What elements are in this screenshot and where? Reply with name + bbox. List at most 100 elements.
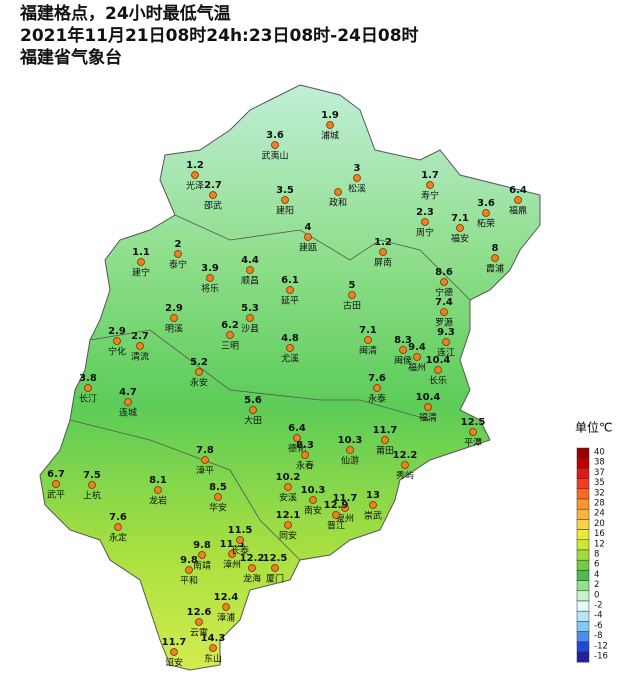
station-name: 永春: [296, 460, 314, 472]
station-dot: [170, 648, 178, 656]
station-name: 长汀: [79, 393, 97, 405]
station-dot: [304, 233, 312, 241]
station-value: 4: [305, 222, 312, 233]
station-value: 12.9: [324, 500, 349, 511]
station-value: 6.7: [47, 469, 65, 480]
legend-label: 8: [594, 550, 599, 560]
station-name: 柘荣: [477, 218, 495, 230]
legend-label: 32: [594, 488, 605, 498]
station-name: 连江: [437, 347, 455, 359]
station-dot: [346, 446, 354, 454]
station-dot: [88, 481, 96, 489]
station-dot: [286, 286, 294, 294]
station-name: 屏南: [374, 257, 392, 269]
station-name: 清流: [131, 351, 149, 363]
station-name: 罗源: [435, 318, 453, 329]
station-dot: [228, 550, 236, 558]
station-value: 8.6: [435, 267, 453, 278]
legend-label: -6: [594, 621, 602, 631]
station-dot: [198, 551, 206, 559]
station-name: 漳浦: [217, 612, 235, 624]
station-dot: [426, 181, 434, 189]
station-dot: [249, 406, 257, 414]
station-value: 9.8: [193, 540, 211, 551]
station-name: 明溪: [165, 323, 183, 335]
station-dot: [401, 461, 409, 469]
station-value: 3.8: [79, 373, 97, 384]
station-dot: [440, 308, 448, 316]
legend-swatch: [576, 641, 590, 653]
station-dot: [246, 314, 254, 322]
station-dot: [379, 248, 387, 256]
station-value: 10.4: [426, 355, 451, 366]
station-name: 古田: [343, 300, 361, 312]
station-value: 11.7: [333, 493, 358, 504]
station-value: 8.3: [296, 440, 314, 451]
station-dot: [482, 209, 490, 217]
station-value: 8.5: [209, 482, 227, 493]
station-name: 将乐: [201, 283, 219, 295]
legend-swatch: [576, 600, 590, 612]
station-value: 9.3: [437, 327, 455, 338]
station-dot: [137, 258, 145, 266]
station-value: 6.1: [281, 275, 299, 286]
legend-swatch: [576, 457, 590, 469]
station-name: 宁德: [435, 287, 453, 299]
station-dot: [456, 224, 464, 232]
station-dot: [209, 644, 217, 652]
station-name: 永泰: [368, 393, 386, 405]
station-name: 建阳: [276, 205, 294, 217]
station-value: 3.5: [276, 185, 294, 196]
station-name: 顺昌: [241, 276, 259, 287]
station-name: 上杭: [83, 490, 101, 502]
station-dot: [424, 403, 432, 411]
station-dot: [154, 486, 162, 494]
station-dot: [348, 291, 356, 299]
station-dot: [326, 121, 334, 129]
station-name: 漳平: [196, 465, 214, 477]
legend-swatch: [576, 590, 590, 602]
station-name: 沙县: [241, 324, 259, 335]
station-dot: [442, 338, 450, 346]
legend-swatch: [576, 651, 590, 663]
station-name: 建瓯: [299, 242, 317, 254]
station-value: 11.5: [220, 539, 245, 550]
station-name: 连城: [119, 407, 137, 419]
station-dot: [236, 536, 244, 544]
station-dot: [114, 523, 122, 531]
station-name: 漳州: [223, 559, 241, 571]
station-value: 7.6: [109, 512, 127, 523]
station-name: 闽清: [359, 345, 377, 357]
legend-title: 单位℃: [575, 420, 612, 435]
station-dot: [191, 171, 199, 179]
station-value: 7.6: [368, 373, 386, 384]
legend-label: -12: [594, 641, 608, 651]
station-value: 2: [175, 239, 182, 250]
station-dot: [369, 501, 377, 509]
legend-label: 24: [594, 509, 605, 519]
legend-swatch: [576, 539, 590, 551]
station-name: 永安: [190, 377, 208, 389]
station-value: 3.6: [477, 198, 495, 209]
station-name: 福安: [451, 233, 469, 245]
station-name: 崇武: [364, 510, 382, 522]
station-value: 12.6: [187, 607, 212, 618]
station-dot: [170, 314, 178, 322]
station-name: 云霄: [190, 628, 208, 639]
legend-swatch: [576, 447, 590, 459]
station-name: 延平: [281, 295, 299, 307]
legend-swatch: [576, 478, 590, 490]
station-dot: [353, 174, 361, 182]
station-value: 12.1: [276, 510, 301, 521]
legend-swatch: [576, 529, 590, 541]
station-name: 秀屿: [396, 470, 414, 482]
station-value: 11.5: [228, 525, 253, 536]
station-value: 8: [492, 243, 499, 254]
station-dot: [334, 188, 342, 196]
station-value: 4.8: [281, 333, 299, 344]
station-value: 1.9: [321, 110, 339, 121]
station-value: 14.3: [201, 633, 226, 644]
station-dot: [293, 434, 301, 442]
station-dot: [491, 254, 499, 262]
station-name: 莆田: [376, 445, 394, 457]
